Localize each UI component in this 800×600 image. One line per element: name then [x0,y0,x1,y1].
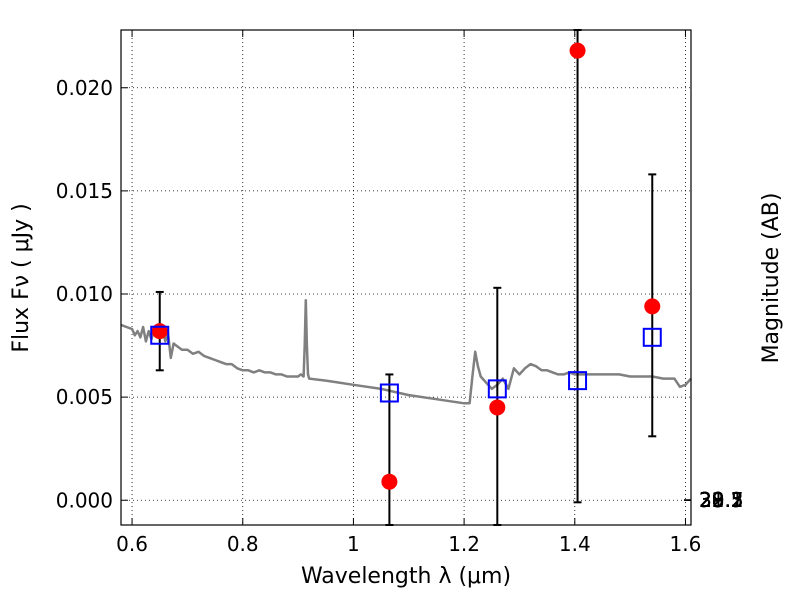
x-tick-label: 1.2 [448,532,480,556]
x-tick-label: 0.8 [227,532,259,556]
x-tick-label: 1 [347,532,360,556]
y2-tick-label: 28.7 [699,488,744,512]
grid [121,30,691,525]
y2-tick-label: 32 [699,488,724,512]
observed-point [644,298,661,315]
model-point [379,383,399,403]
observed-point [569,42,586,59]
y2-tick-label: 28.5 [699,488,744,512]
model-point [487,379,507,399]
observed-point [151,323,168,340]
y2-tick-label: 29 [699,488,724,512]
x-tick-label: 1.6 [670,532,702,556]
y2-tick-label: 31 [699,488,724,512]
model-spectrum-line [120,298,692,405]
y-tick-label: 0.020 [56,76,113,100]
y-tick-label: 0.000 [56,488,113,512]
y-axis-label: Flux Fν ( μJy ) [9,203,34,352]
y2-tick-label: 29.2 [699,488,744,512]
observed-point [381,473,398,490]
y-tick-label: 0.005 [56,385,113,409]
y2-tick-label: 28.1 [699,488,744,512]
model-point [150,325,170,345]
model-point [642,327,662,347]
y2-tick-label: 30.5 [699,488,744,512]
plot-frame [120,29,692,526]
x-axis-label: Wavelength λ (μm) [301,564,511,589]
y-tick-label: 0.015 [56,179,113,203]
y-tick-label: 0.010 [56,282,113,306]
plot-area [120,29,692,526]
observed-point [489,399,506,416]
y2-axis-label: Magnitude (AB) [759,193,784,364]
y2-tick-label: 29.5 [699,488,744,512]
x-tick-label: 1.4 [559,532,591,556]
x-tick-label: 0.6 [116,532,148,556]
y2-tick-label: 30 [699,488,724,512]
y2-tick-label: 28.3 [699,488,744,512]
axis-ticks: 0.6 0.8 1 1.2 1.4 1.6 0.000 0.005 0.010 0.015 0.02… [56,30,744,556]
model-point [568,371,588,391]
